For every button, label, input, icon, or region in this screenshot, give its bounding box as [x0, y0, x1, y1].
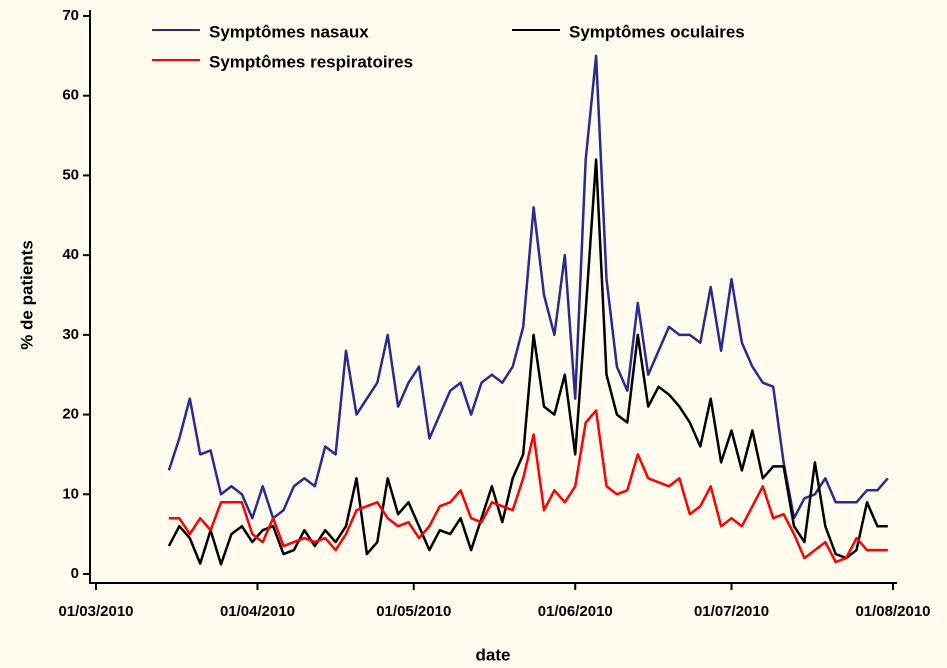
legend-label: Symptômes nasaux: [209, 22, 369, 41]
legend-label: Symptômes respiratoires: [209, 52, 413, 71]
y-tick-label: 0: [71, 565, 79, 582]
y-tick-label: 70: [62, 7, 79, 24]
y-tick-label: 40: [62, 246, 79, 263]
x-axis-label: date: [476, 645, 511, 664]
y-tick-label: 10: [62, 485, 79, 502]
y-tick-label: 50: [62, 166, 79, 183]
y-axis-label: % de patients: [17, 240, 36, 350]
x-tick-label: 01/05/2010: [376, 603, 451, 620]
y-tick-label: 60: [62, 87, 79, 104]
x-tick-label: 01/04/2010: [220, 603, 295, 620]
x-tick-label: 01/08/2010: [855, 603, 930, 620]
legend-label: Symptômes oculaires: [569, 22, 745, 41]
series-line: [167, 158, 888, 566]
series-line: [168, 409, 888, 564]
y-tick-label: 20: [62, 406, 79, 423]
x-tick-label: 01/07/2010: [694, 603, 769, 620]
y-tick-label: 30: [62, 326, 79, 343]
x-tick-label: 01/03/2010: [58, 603, 133, 620]
series-line: [167, 54, 889, 520]
x-tick-label: 01/06/2010: [538, 603, 613, 620]
